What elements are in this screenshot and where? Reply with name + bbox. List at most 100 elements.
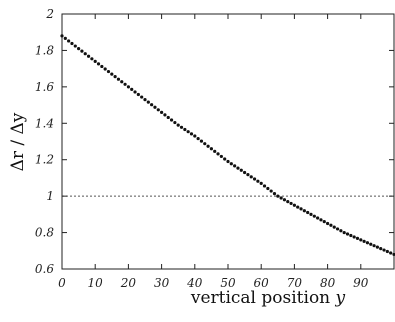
data-point — [352, 235, 356, 239]
data-point — [252, 177, 257, 181]
data-point — [73, 44, 77, 48]
x-axis-label-text: vertical position — [190, 288, 336, 308]
data-point — [296, 205, 300, 209]
data-point — [199, 139, 204, 143]
data-point — [286, 200, 290, 204]
data-point — [359, 238, 363, 242]
x-tick-label: 0 — [58, 276, 66, 290]
data-point — [126, 85, 130, 89]
data-point — [319, 218, 323, 222]
data-point — [229, 162, 233, 166]
data-point — [279, 196, 283, 200]
y-tick-label: 1.2 — [35, 153, 54, 167]
data-point — [269, 189, 273, 193]
data-point — [193, 134, 197, 138]
data-point — [63, 36, 67, 41]
data-point — [133, 90, 137, 94]
data-point — [219, 154, 223, 159]
data-point — [389, 251, 393, 255]
data-point — [206, 144, 210, 148]
data-point — [339, 229, 343, 233]
data-point — [335, 227, 340, 231]
data-point — [392, 252, 395, 257]
data-point — [342, 230, 346, 235]
data-point — [365, 241, 370, 245]
y-axis-label: Δr / Δy — [8, 112, 28, 171]
data-point — [362, 239, 366, 243]
y-tick-label: 0.6 — [35, 262, 54, 276]
data-point — [329, 223, 333, 227]
y-tick-label: 1.8 — [35, 43, 54, 57]
data-point — [256, 179, 260, 183]
data-point — [216, 152, 220, 156]
data-point — [213, 149, 217, 153]
x-tick-label: 90 — [353, 276, 369, 290]
data-point — [136, 92, 140, 97]
data-point — [272, 191, 277, 196]
y-tick-labels: 0.6 0.8 1 1.2 1.4 1.6 1.8 2 — [35, 7, 54, 276]
data-point — [106, 69, 111, 74]
y-tick-label: 1.4 — [35, 116, 54, 130]
ticks-layer — [61, 13, 394, 270]
data-point — [153, 105, 157, 109]
data-point — [103, 67, 107, 71]
data-point — [243, 170, 247, 175]
data-point — [70, 41, 74, 46]
data-point — [110, 72, 114, 76]
data-point — [249, 175, 253, 179]
data-point — [123, 82, 127, 86]
data-point — [312, 214, 316, 218]
data-point — [266, 186, 270, 191]
data-point — [299, 207, 303, 211]
data-point — [382, 248, 386, 252]
data-point — [90, 57, 94, 61]
data-point — [332, 225, 336, 229]
data-points-layer — [60, 34, 395, 257]
data-point — [86, 54, 91, 58]
data-point — [60, 34, 64, 38]
x-tick-labels: 0 10 20 30 40 50 60 70 80 90 — [58, 276, 369, 290]
data-point — [173, 120, 177, 125]
y-tick-label: 0.8 — [35, 226, 54, 240]
y-tick-label: 1.6 — [35, 80, 54, 94]
data-point — [302, 209, 306, 213]
data-point — [369, 242, 373, 246]
data-point — [67, 39, 71, 43]
data-point — [186, 130, 190, 134]
data-point — [120, 80, 124, 84]
data-point — [316, 216, 320, 220]
data-point — [322, 220, 326, 224]
data-point — [233, 164, 237, 168]
data-point — [349, 233, 353, 238]
data-point — [292, 203, 296, 207]
data-point — [150, 103, 154, 107]
data-point — [276, 194, 280, 198]
data-point — [226, 159, 230, 164]
data-point — [140, 95, 144, 99]
data-point — [262, 184, 267, 188]
x-axis-label: vertical position y — [190, 288, 346, 308]
data-point — [196, 136, 200, 141]
data-point — [236, 166, 240, 170]
data-point — [306, 210, 310, 215]
data-point — [77, 47, 81, 51]
data-point — [100, 64, 104, 69]
data-point — [309, 212, 313, 216]
data-point — [345, 232, 350, 236]
data-point — [189, 132, 194, 136]
data-point — [239, 168, 243, 172]
data-point — [179, 125, 184, 129]
data-point — [385, 249, 389, 254]
data-point — [176, 123, 180, 127]
data-point — [169, 118, 174, 122]
data-point — [156, 108, 160, 112]
plot-frame — [61, 13, 395, 270]
data-point — [223, 157, 227, 161]
data-point — [83, 52, 87, 56]
y-tick-label: 1 — [46, 189, 54, 203]
data-point — [246, 173, 250, 177]
data-point — [163, 113, 167, 117]
x-tick-label: 60 — [254, 276, 270, 290]
data-point — [160, 110, 164, 114]
